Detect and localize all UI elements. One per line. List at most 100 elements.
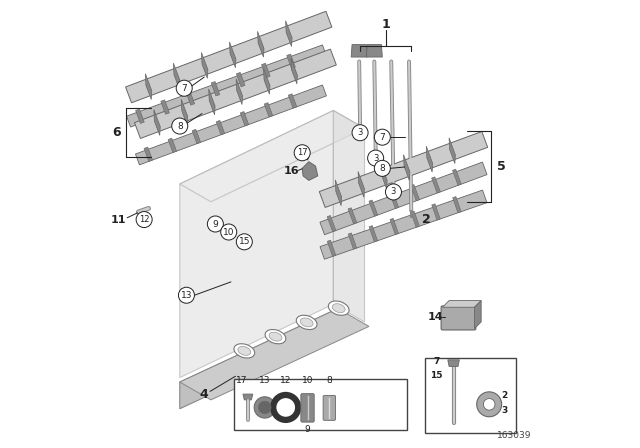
Polygon shape — [209, 89, 215, 115]
Text: 13: 13 — [259, 376, 271, 385]
Circle shape — [207, 216, 223, 232]
Polygon shape — [449, 138, 456, 164]
Polygon shape — [452, 197, 461, 213]
Polygon shape — [192, 129, 200, 144]
Polygon shape — [180, 111, 333, 378]
Circle shape — [385, 184, 401, 200]
Polygon shape — [243, 394, 253, 400]
Polygon shape — [319, 131, 488, 207]
Text: 9: 9 — [212, 220, 218, 228]
Circle shape — [236, 234, 252, 250]
Text: 3: 3 — [357, 128, 363, 137]
Circle shape — [477, 392, 502, 417]
Text: 13: 13 — [180, 291, 192, 300]
Polygon shape — [287, 54, 296, 69]
Circle shape — [179, 287, 195, 303]
Polygon shape — [180, 309, 338, 409]
Polygon shape — [432, 204, 440, 220]
Polygon shape — [381, 163, 387, 189]
Polygon shape — [264, 103, 273, 117]
Ellipse shape — [234, 344, 255, 358]
Circle shape — [278, 401, 293, 414]
Text: 10: 10 — [302, 376, 314, 385]
Polygon shape — [134, 49, 337, 138]
Text: 5: 5 — [497, 159, 506, 172]
Text: 7: 7 — [380, 133, 385, 142]
Polygon shape — [230, 42, 236, 68]
Polygon shape — [202, 52, 208, 78]
Polygon shape — [257, 31, 264, 57]
Polygon shape — [240, 112, 249, 126]
Polygon shape — [236, 79, 243, 104]
Text: 2: 2 — [502, 391, 508, 400]
Text: 2: 2 — [422, 213, 430, 226]
Polygon shape — [262, 63, 270, 78]
Text: 15: 15 — [239, 237, 250, 246]
Polygon shape — [474, 301, 481, 329]
Polygon shape — [285, 21, 292, 47]
Polygon shape — [125, 11, 332, 103]
Text: 4: 4 — [200, 388, 209, 401]
Circle shape — [221, 224, 237, 240]
Polygon shape — [348, 208, 357, 224]
Ellipse shape — [238, 346, 251, 355]
Text: 1: 1 — [381, 18, 390, 31]
Polygon shape — [327, 240, 336, 256]
Circle shape — [374, 160, 390, 177]
Polygon shape — [288, 94, 297, 108]
Circle shape — [294, 145, 310, 161]
Text: 8: 8 — [326, 376, 332, 385]
Circle shape — [273, 395, 298, 420]
Polygon shape — [145, 73, 152, 99]
Text: 8: 8 — [380, 164, 385, 173]
Text: 6: 6 — [112, 126, 121, 139]
Circle shape — [254, 397, 275, 418]
Circle shape — [367, 150, 383, 166]
Polygon shape — [320, 162, 487, 235]
Circle shape — [483, 399, 495, 410]
Text: 9: 9 — [305, 425, 310, 434]
Polygon shape — [431, 177, 440, 193]
Circle shape — [374, 129, 390, 145]
Ellipse shape — [328, 301, 349, 315]
Ellipse shape — [269, 332, 282, 341]
Polygon shape — [369, 200, 378, 216]
Circle shape — [176, 80, 192, 96]
Circle shape — [352, 125, 368, 141]
Polygon shape — [358, 172, 364, 197]
Circle shape — [136, 211, 152, 228]
Text: 3: 3 — [502, 405, 508, 414]
Polygon shape — [333, 111, 365, 322]
Polygon shape — [302, 162, 318, 181]
Polygon shape — [180, 309, 369, 400]
Polygon shape — [426, 146, 433, 172]
Polygon shape — [136, 85, 326, 165]
FancyBboxPatch shape — [301, 394, 314, 422]
Polygon shape — [291, 58, 298, 84]
Polygon shape — [369, 226, 378, 242]
Text: 17: 17 — [236, 376, 248, 385]
Text: 10: 10 — [223, 228, 234, 237]
Text: 163039: 163039 — [497, 431, 531, 440]
Polygon shape — [161, 100, 170, 114]
Text: 17: 17 — [297, 148, 307, 157]
Polygon shape — [327, 215, 336, 232]
Polygon shape — [448, 360, 460, 366]
Text: 3: 3 — [391, 187, 396, 196]
Polygon shape — [351, 44, 367, 57]
Polygon shape — [173, 63, 180, 89]
Polygon shape — [348, 233, 356, 249]
FancyBboxPatch shape — [234, 379, 407, 430]
Ellipse shape — [296, 315, 317, 330]
Polygon shape — [136, 109, 144, 124]
Polygon shape — [264, 69, 270, 94]
Polygon shape — [320, 190, 487, 259]
Ellipse shape — [265, 329, 286, 344]
Polygon shape — [236, 73, 245, 87]
Polygon shape — [404, 155, 410, 181]
Polygon shape — [411, 185, 419, 201]
Text: 16: 16 — [284, 167, 299, 177]
Polygon shape — [154, 109, 160, 135]
Text: 12: 12 — [139, 215, 149, 224]
FancyBboxPatch shape — [323, 396, 335, 420]
